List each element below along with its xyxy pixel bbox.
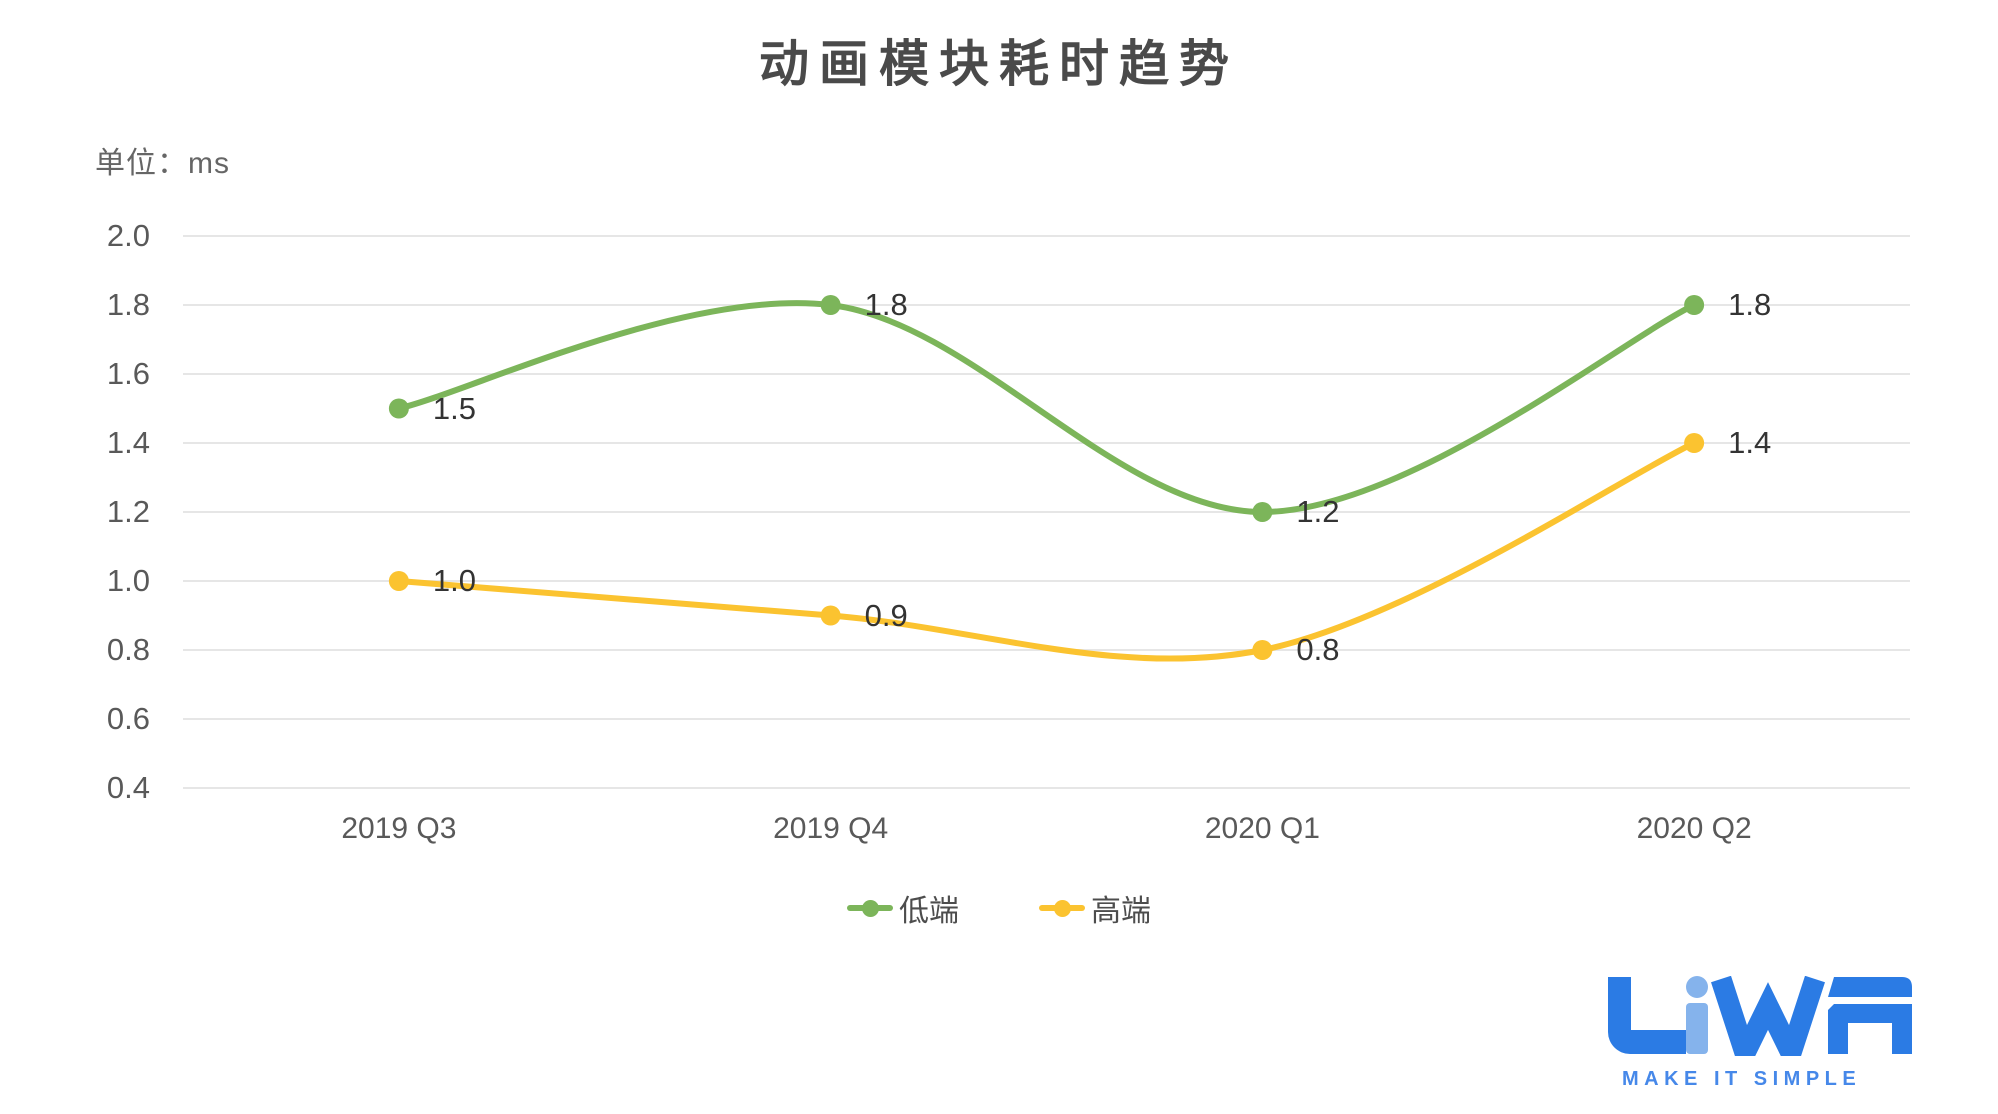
data-point-label: 1.4 — [1728, 425, 1772, 460]
data-point[interactable] — [1684, 433, 1705, 453]
y-tick-label: 2.0 — [106, 218, 150, 253]
data-point-label: 1.8 — [864, 287, 908, 322]
data-point[interactable] — [388, 398, 409, 419]
letter-i-stem — [1686, 1003, 1708, 1054]
data-point-label: 0.9 — [864, 597, 908, 633]
letter-i-dot — [1686, 976, 1708, 998]
legend: 低端 高端 — [0, 886, 1998, 930]
liwa-logo: MAKE IT SIMPLE — [1602, 975, 1932, 1091]
y-tick-label: 1.6 — [106, 356, 150, 391]
data-point[interactable] — [1252, 502, 1273, 522]
letter-a-top-bar — [1828, 977, 1912, 997]
data-point[interactable] — [1684, 295, 1705, 315]
data-point-label: 1.8 — [1728, 287, 1772, 322]
chart-title: 动画模块耗时趋势 — [759, 36, 1239, 92]
y-tick-label: 0.4 — [106, 770, 150, 805]
letter-l-glyph — [1608, 977, 1686, 1054]
legend-label: 低端 — [899, 895, 959, 928]
y-tick-label: 1.0 — [106, 563, 150, 598]
legend-label: 高端 — [1091, 895, 1151, 928]
y-tick-label: 1.8 — [106, 287, 150, 322]
letter-w-glyph — [1711, 975, 1825, 1081]
letter-a-body — [1828, 1004, 1912, 1054]
x-tick-label: 2020 Q2 — [1636, 812, 1752, 845]
data-point[interactable] — [820, 605, 841, 626]
x-tick-label: 2019 Q4 — [773, 812, 889, 845]
series-line-1 — [395, 440, 1698, 662]
x-tick-label: 2019 Q3 — [341, 812, 457, 845]
y-tick-label: 1.4 — [106, 425, 150, 460]
data-point-label: 1.2 — [1296, 494, 1340, 529]
y-tick-label: 1.2 — [106, 494, 150, 529]
y-tick-label: 0.8 — [106, 632, 150, 667]
data-point-label: 1.0 — [432, 563, 476, 598]
data-point[interactable] — [1252, 640, 1273, 660]
series-line-0 — [395, 300, 1698, 516]
legend-line-dot-icon — [847, 899, 893, 917]
x-tick-label: 2020 Q1 — [1204, 812, 1320, 845]
legend-item-0[interactable]: 低端 — [847, 886, 959, 930]
logo-tagline: MAKE IT SIMPLE — [1622, 1068, 1862, 1090]
data-point[interactable] — [388, 571, 409, 591]
liwa-wordmark — [1608, 975, 1912, 1081]
data-point[interactable] — [820, 295, 841, 315]
data-point-label: 0.8 — [1296, 632, 1340, 667]
unit-label: 单位：ms — [95, 147, 230, 180]
data-point-label: 1.5 — [432, 390, 476, 426]
legend-item-1[interactable]: 高端 — [1039, 886, 1151, 930]
legend-line-dot-icon — [1039, 899, 1085, 917]
y-tick-label: 0.6 — [106, 701, 150, 736]
